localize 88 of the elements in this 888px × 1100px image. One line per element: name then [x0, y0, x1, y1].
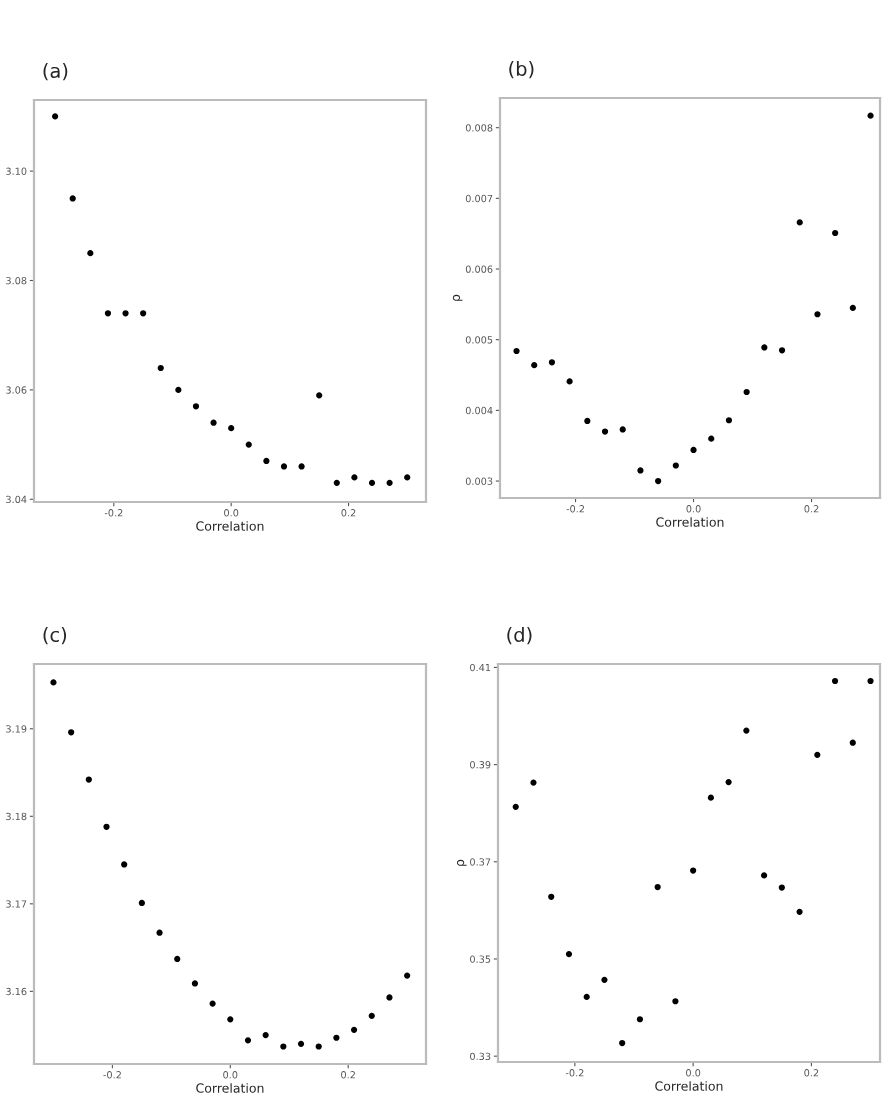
- point: [191, 980, 199, 987]
- chart-title: (d): [507, 627, 532, 645]
- point: [690, 446, 697, 454]
- point: [140, 310, 147, 317]
- point: [619, 426, 626, 433]
- point: [85, 776, 92, 783]
- point: [849, 304, 856, 311]
- point: [404, 972, 411, 979]
- point: [52, 113, 59, 120]
- point: [244, 1037, 252, 1044]
- point: [333, 479, 340, 486]
- point: [655, 477, 662, 485]
- point: [263, 457, 270, 465]
- point: [316, 392, 323, 399]
- point: [778, 884, 785, 891]
- point: [619, 1039, 626, 1047]
- point: [104, 310, 112, 317]
- point: [175, 386, 182, 393]
- chart-title: (b): [509, 61, 534, 79]
- point: [513, 347, 520, 355]
- point: [386, 479, 393, 486]
- point: [228, 425, 235, 432]
- point: [867, 677, 874, 685]
- point: [103, 823, 110, 830]
- point: [315, 1043, 322, 1050]
- point: [350, 1026, 358, 1033]
- chart-title: (c): [43, 627, 67, 645]
- point: [280, 463, 288, 470]
- point: [548, 359, 556, 366]
- point: [778, 347, 786, 354]
- point: [814, 311, 821, 318]
- point: [743, 388, 750, 396]
- point: [122, 310, 129, 317]
- chart-title: (a): [43, 63, 68, 81]
- point: [50, 679, 57, 686]
- point: [796, 219, 803, 226]
- point: [565, 951, 573, 958]
- point: [368, 1012, 375, 1019]
- point: [725, 417, 733, 424]
- point: [69, 195, 76, 202]
- point: [386, 994, 393, 1001]
- point: [121, 861, 128, 868]
- point: [192, 403, 200, 410]
- point: [636, 1016, 644, 1023]
- point: [138, 899, 145, 907]
- point: [566, 378, 573, 385]
- point: [227, 1016, 234, 1023]
- point: [708, 435, 715, 442]
- point: [743, 727, 750, 734]
- point: [548, 893, 555, 900]
- point: [68, 729, 75, 736]
- point: [725, 778, 732, 786]
- point: [654, 883, 661, 891]
- point: [157, 364, 164, 372]
- point: [761, 344, 768, 351]
- point: [156, 929, 163, 936]
- point: [245, 441, 252, 448]
- point: [297, 1040, 305, 1047]
- point: [707, 794, 714, 801]
- point: [796, 908, 803, 915]
- point: [672, 998, 679, 1005]
- point: [583, 993, 590, 1000]
- point: [867, 112, 874, 119]
- point: [690, 867, 697, 874]
- point: [531, 362, 538, 369]
- point: [298, 463, 305, 470]
- point: [368, 479, 376, 486]
- point: [760, 872, 768, 879]
- point: [530, 779, 537, 786]
- point: [351, 474, 358, 481]
- point: [87, 250, 94, 257]
- point: [831, 677, 839, 685]
- point: [637, 467, 644, 474]
- point: [209, 1000, 216, 1007]
- point: [814, 751, 821, 758]
- point: [210, 419, 217, 426]
- point: [174, 955, 181, 963]
- point: [601, 428, 609, 435]
- point: [672, 462, 679, 469]
- point: [849, 739, 856, 746]
- point: [404, 474, 411, 481]
- point: [280, 1043, 287, 1050]
- point: [584, 417, 591, 425]
- point: [601, 976, 608, 983]
- point: [832, 229, 839, 237]
- point: [333, 1034, 340, 1041]
- point: [262, 1032, 269, 1039]
- point: [512, 803, 519, 810]
